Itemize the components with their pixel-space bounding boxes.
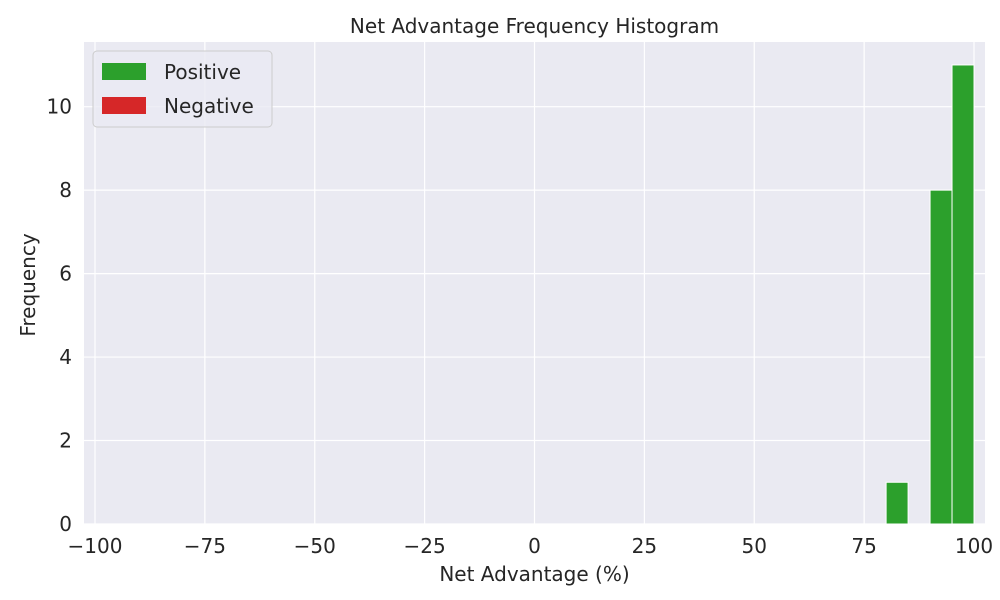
x-tick-label: 100 xyxy=(955,534,993,558)
legend-swatch-negative xyxy=(102,97,146,114)
x-tick-label: 25 xyxy=(632,534,657,558)
legend: Positive Negative xyxy=(92,50,273,128)
x-tick-label: −100 xyxy=(68,534,123,558)
y-axis-title: Frequency xyxy=(16,233,40,336)
legend-label-positive: Positive xyxy=(164,60,241,84)
bar-positive xyxy=(885,481,909,525)
y-tick-label: 10 xyxy=(47,95,72,119)
y-tick-label: 8 xyxy=(59,178,72,202)
x-tick-label: 75 xyxy=(851,534,876,558)
x-tick-label: −75 xyxy=(184,534,226,558)
chart-title: Net Advantage Frequency Histogram xyxy=(350,14,719,38)
x-axis-title: Net Advantage (%) xyxy=(439,562,629,586)
y-tick-label: 4 xyxy=(59,345,72,369)
x-tick-label: 50 xyxy=(742,534,767,558)
x-tick-label: 0 xyxy=(528,534,541,558)
y-tick-label: 6 xyxy=(59,262,72,286)
bar-positive xyxy=(929,189,953,525)
x-tick-label: −25 xyxy=(404,534,446,558)
x-tick-label: −50 xyxy=(294,534,336,558)
legend-swatch-positive xyxy=(102,63,146,80)
x-axis-ticks: −100 −75 −50 −25 0 25 50 75 100 xyxy=(68,534,994,558)
bar-positive xyxy=(951,64,975,525)
legend-label-negative: Negative xyxy=(164,94,254,118)
bars-layer xyxy=(885,64,975,525)
y-tick-label: 2 xyxy=(59,429,72,453)
y-tick-label: 0 xyxy=(59,512,72,536)
y-axis-ticks: 0 2 4 6 8 10 xyxy=(47,95,72,536)
